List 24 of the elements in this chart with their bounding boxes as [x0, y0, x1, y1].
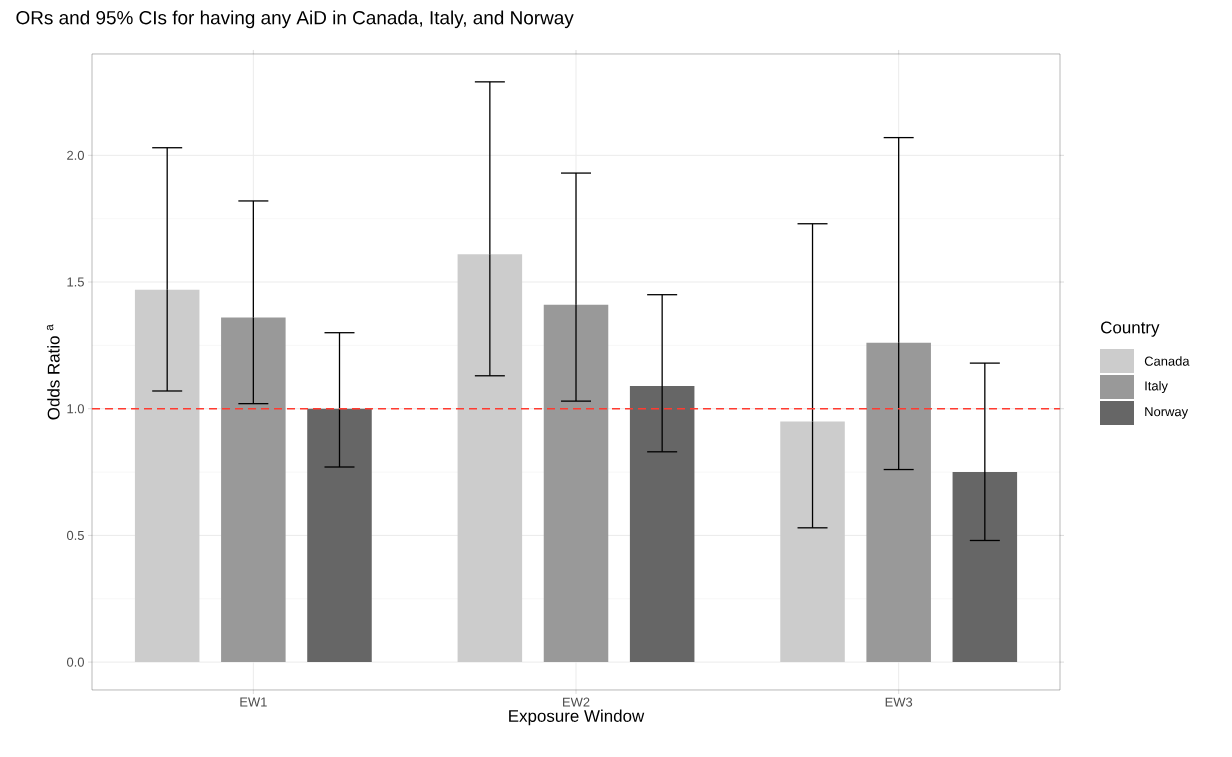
x-tick-label: EW3 [885, 697, 913, 707]
bar [134, 289, 200, 663]
legend-label: Norway [1145, 407, 1189, 419]
bar [543, 304, 609, 663]
y-tick-label: 0.5 [66, 530, 84, 540]
legend-title: Country [1101, 321, 1160, 337]
bar [629, 385, 695, 663]
y-axis-title: Odds Ratio $^{a}$ [46, 324, 60, 420]
bar [307, 408, 372, 663]
bar [866, 342, 931, 663]
bar [221, 317, 286, 663]
bar [780, 421, 845, 663]
x-tick-label: EW2 [563, 697, 590, 707]
y-tick-label: 1.0 [67, 404, 84, 414]
bar [952, 472, 1018, 663]
x-tick-label: EW1 [240, 697, 267, 707]
chart-title: ORs and 95% CIs for having any AiD in Canada, Italy, and Norway [16, 10, 574, 29]
bar [457, 254, 523, 663]
y-tick-label: 2.0 [67, 150, 84, 160]
legend-label: Italy [1145, 380, 1168, 394]
y-tick-label: 1.5 [67, 277, 84, 287]
legend-label: Canada [1144, 356, 1190, 366]
x-axis-title: Exposure Window [509, 709, 645, 726]
y-tick-label: 0.0 [66, 657, 84, 667]
